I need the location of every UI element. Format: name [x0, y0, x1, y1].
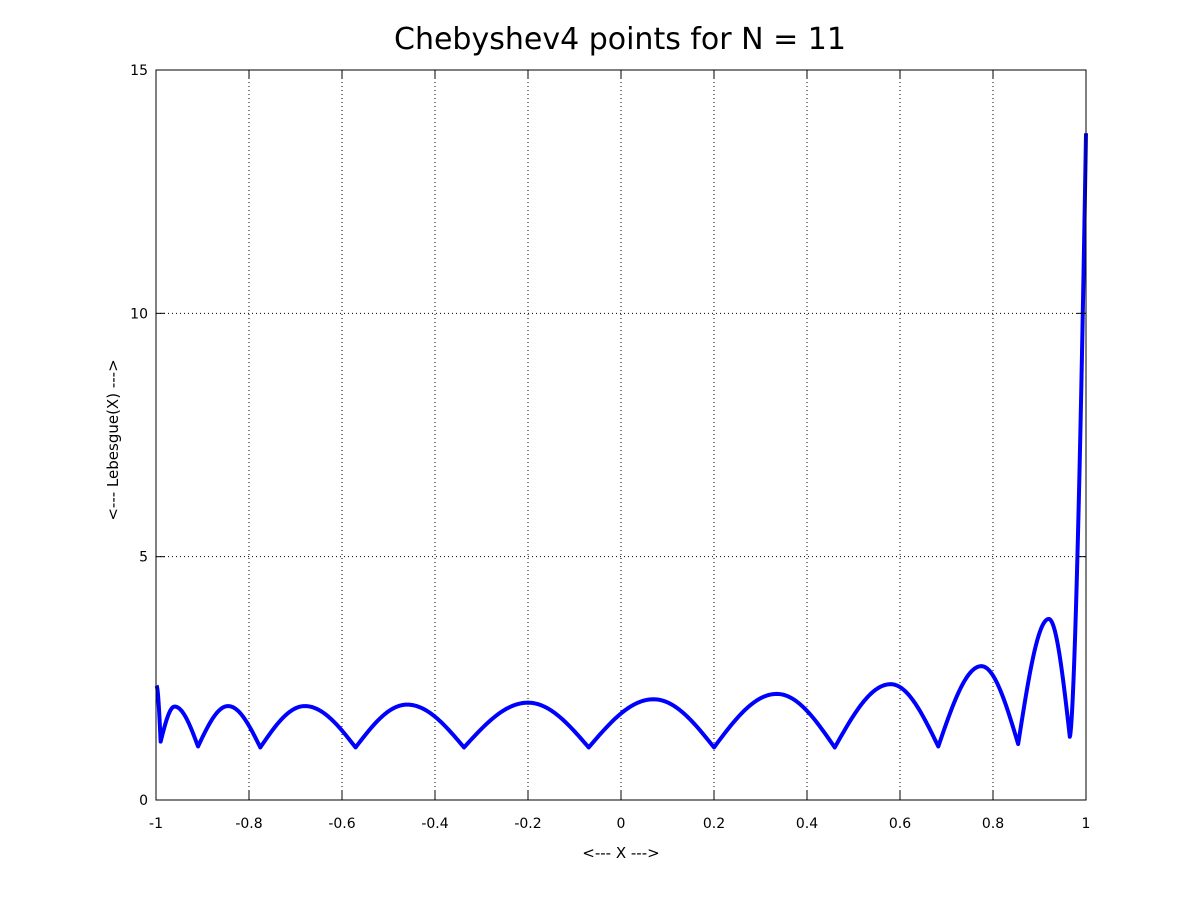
x-tick-label: 0.6 [889, 816, 911, 832]
x-tick-label: -0.6 [328, 816, 355, 832]
y-axis-label: <--- Lebesgue(X) ---> [104, 359, 122, 520]
y-tick-label: 10 [130, 306, 148, 322]
x-tick-label: 1 [1082, 816, 1091, 832]
lebesgue-curve [154, 133, 1088, 750]
x-tick-label: -1 [149, 816, 163, 832]
y-tick-label: 15 [130, 63, 148, 79]
series-layer [154, 133, 1088, 750]
x-tick-label: 0.8 [982, 816, 1004, 832]
x-tick-label: 0.4 [796, 816, 818, 832]
x-tick-label: -0.8 [235, 816, 262, 832]
y-tick-label: 5 [139, 550, 148, 566]
x-tick-label: 0 [617, 816, 626, 832]
x-tick-label: -0.4 [421, 816, 448, 832]
chart-title: Chebyshev4 points for N = 11 [394, 22, 846, 57]
x-tick-label: 0.2 [703, 816, 725, 832]
x-axis-label: <--- X ---> [582, 844, 659, 862]
x-tick-label: -0.2 [514, 816, 541, 832]
y-tick-label: 0 [139, 793, 148, 809]
grid-layer [156, 70, 1086, 800]
